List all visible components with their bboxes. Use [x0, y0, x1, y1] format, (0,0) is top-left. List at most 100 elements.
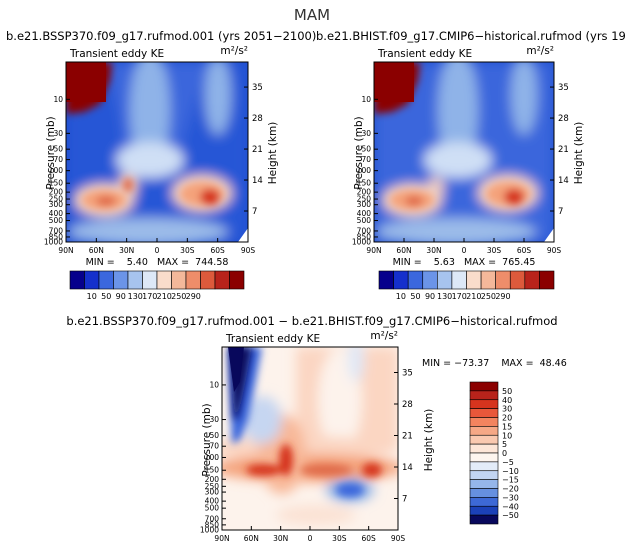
x-tick-label: 30N	[426, 246, 441, 255]
colorbar-box	[469, 426, 499, 436]
y-tick-label: 300	[49, 200, 64, 209]
colorbar-box	[469, 505, 499, 516]
colorbar-label: −30	[502, 493, 519, 502]
x-tick-label: 30S	[332, 534, 347, 543]
y-right-tick-label: 21	[252, 145, 263, 155]
colorbar-label: 40	[502, 396, 512, 405]
y-tick-label: 200	[205, 475, 220, 484]
y-right-tick-label: 28	[558, 114, 569, 124]
colorbar-label: 30	[502, 405, 512, 414]
colorbar-box	[524, 270, 540, 290]
x-tick-label: 60N	[396, 246, 411, 255]
colorbar-label: 130	[128, 292, 143, 301]
x-tick-label: 60S	[362, 534, 377, 543]
colorbar-label: −15	[502, 476, 519, 485]
colorbar-box	[539, 270, 555, 290]
y-tick-label: 150	[205, 466, 220, 475]
colorbar-box	[469, 390, 499, 401]
colorbar-box	[378, 270, 394, 290]
panel-2-left-label: Transient eddy KE	[377, 48, 472, 60]
y-tick-label: 1000	[352, 238, 371, 247]
colorbar-label: 50	[410, 292, 420, 301]
colorbar-box	[229, 270, 245, 290]
colorbar-box	[469, 461, 499, 472]
y-tick-label: 400	[357, 209, 372, 218]
y-tick-label: 100	[205, 453, 220, 462]
y-tick-label: 700	[357, 226, 372, 235]
y-tick-label: 250	[205, 482, 220, 491]
y-tick-label: 70	[209, 442, 219, 451]
colorbar-box	[84, 270, 100, 290]
x-tick-label: 0	[155, 246, 160, 255]
colorbar-label: −50	[502, 511, 519, 520]
colorbar-label: 10	[396, 292, 406, 301]
panel-3-units: m²/s²	[370, 330, 398, 342]
y-tick-label: 30	[209, 415, 219, 424]
panel-3-axes: Pressure (mb) Height (km) 90N 60N 30N 0 30S 6…	[200, 368, 435, 543]
y-tick-label: 1000	[200, 526, 219, 535]
colorbar-label: −40	[502, 502, 519, 511]
colorbar-label: 170	[452, 292, 467, 301]
y-tick-label: 10	[209, 380, 219, 389]
y-tick-label: 200	[357, 188, 372, 197]
y-tick-label: 150	[49, 179, 64, 188]
panel-2-ylabel: Pressure (mb)	[353, 116, 365, 189]
colorbar-label: 20	[502, 414, 512, 423]
panel-2-title: b.e21.BHIST.f09_g17.CMIP6−historical.ruf…	[316, 29, 625, 43]
x-tick-label: 90N	[214, 534, 229, 543]
y-tick-label: 1000	[44, 238, 63, 247]
y-tick-label: 50	[209, 431, 219, 440]
colorbar-box	[69, 270, 85, 290]
x-tick-label: 0	[308, 534, 313, 543]
colorbar-label: 90	[116, 292, 126, 301]
panel-2-field	[374, 62, 554, 242]
panel-1-ylabel-right: Height (km)	[267, 122, 279, 185]
y-tick-label: 150	[357, 179, 372, 188]
y-tick-label: 700	[205, 514, 220, 523]
y-tick-label: 850	[357, 232, 372, 241]
colorbar-box	[480, 270, 496, 290]
x-tick-label: 60S	[517, 246, 532, 255]
colorbar-label: 250	[171, 292, 186, 301]
x-tick-label: 90S	[391, 534, 406, 543]
colorbar-label: −5	[502, 458, 514, 467]
y-tick-label: 100	[357, 166, 372, 175]
y-tick-label: 10	[361, 95, 371, 104]
colorbar-label: 50	[502, 387, 512, 396]
panel-3: b.e21.BSSP370.f09_g17.rufmod.001 − b.e21…	[66, 314, 566, 543]
colorbar-box	[451, 270, 467, 290]
y-right-tick-label: 14	[402, 463, 413, 473]
x-tick-label: 30N	[273, 534, 288, 543]
y-right-tick-label: 28	[402, 400, 413, 410]
colorbar-box	[185, 270, 201, 290]
y-tick-label: 200	[49, 188, 64, 197]
colorbar-box	[469, 514, 499, 525]
colorbar-label: 15	[502, 422, 512, 431]
y-tick-label: 500	[205, 504, 220, 513]
y-right-tick-label: 14	[252, 176, 263, 186]
colorbar-label: 290	[186, 292, 201, 301]
colorbar-box	[469, 452, 499, 463]
colorbar-box	[469, 443, 499, 454]
x-tick-label: 90S	[547, 246, 562, 255]
y-tick-label: 50	[361, 145, 371, 154]
colorbar-box	[113, 270, 129, 290]
y-right-tick-label: 28	[252, 114, 263, 124]
colorbar-box	[495, 270, 511, 290]
y-tick-label: 50	[53, 145, 63, 154]
y-right-tick-label: 7	[558, 207, 563, 217]
y-tick-label: 700	[49, 226, 64, 235]
colorbar-box	[437, 270, 453, 290]
y-tick-label: 850	[49, 232, 64, 241]
colorbar-label: 10	[87, 292, 97, 301]
colorbar-box	[200, 270, 216, 290]
colorbar-box	[509, 270, 526, 290]
season-title: MAM	[294, 6, 330, 24]
colorbar-label: 290	[495, 292, 510, 301]
panel-3-stats: MIN = −73.37 MAX = 48.46	[422, 358, 567, 369]
panel-1: b.e21.BSSP370.f09_g17.rufmod.001 (yrs 20…	[6, 29, 316, 301]
colorbar-label: −20	[502, 485, 519, 494]
y-tick-label: 500	[357, 216, 372, 225]
